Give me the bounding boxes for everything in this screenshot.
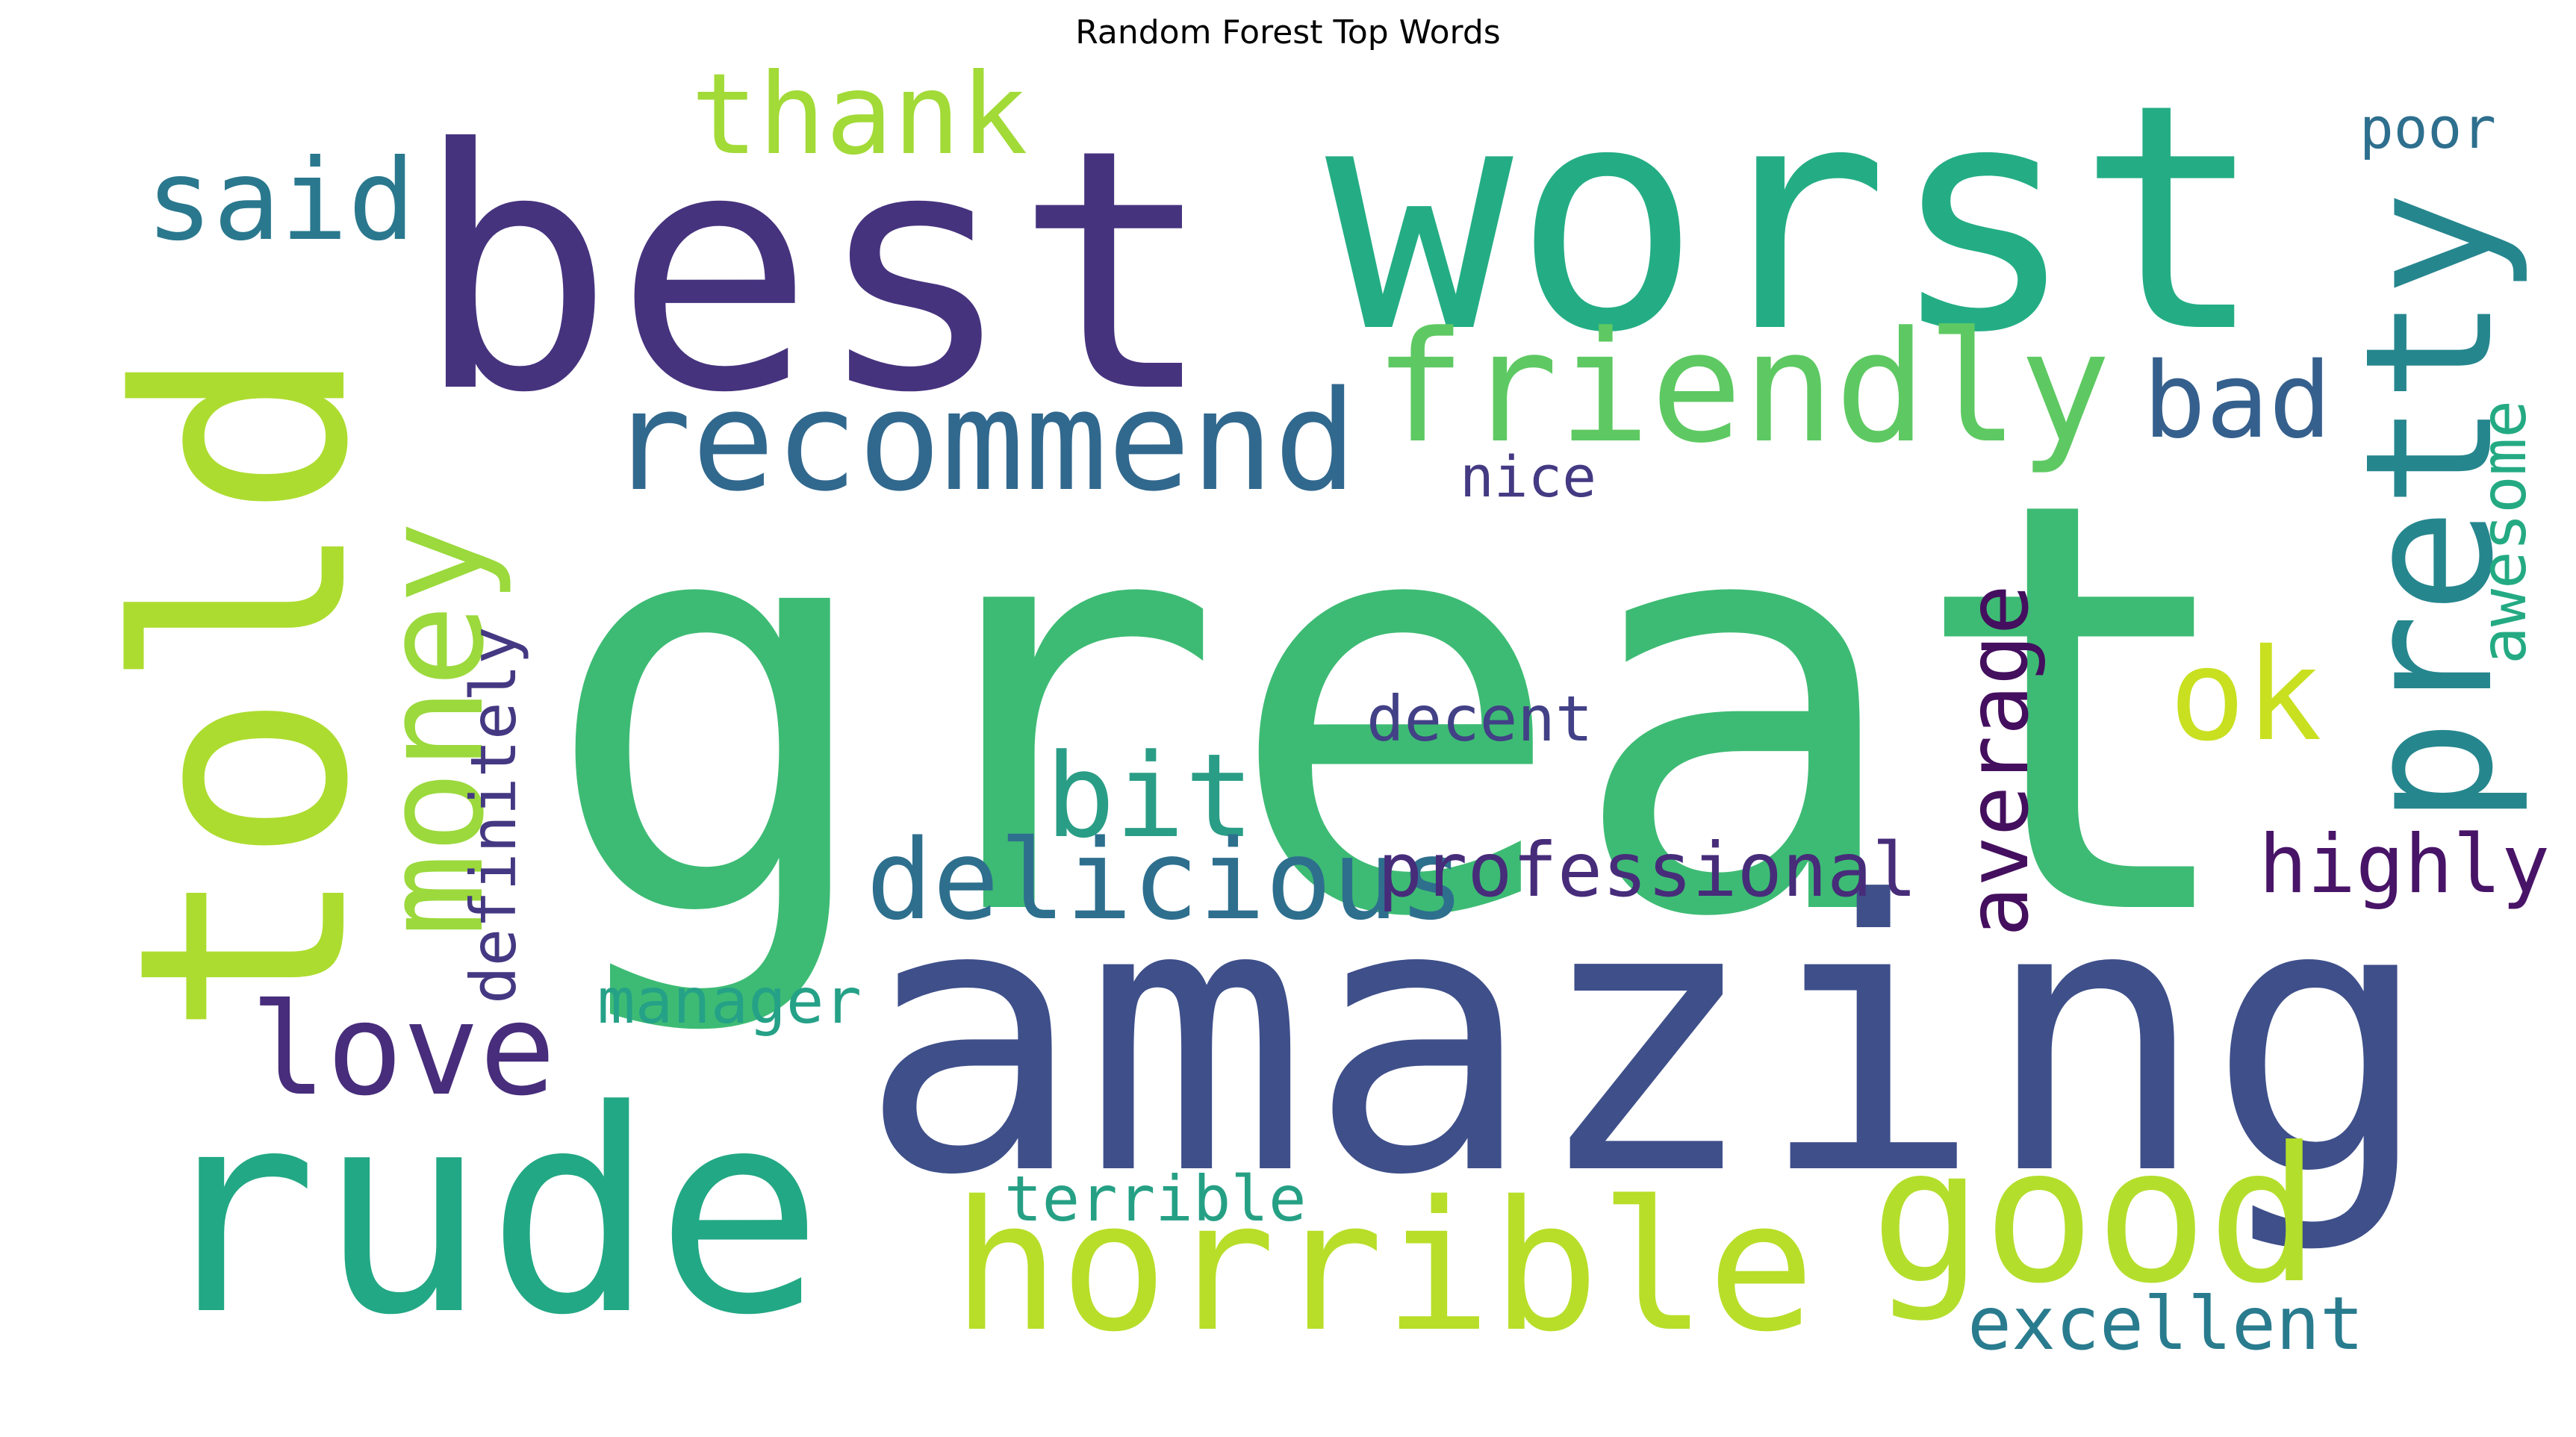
chart-title: Random Forest Top Words xyxy=(1075,13,1501,52)
word-best: best xyxy=(414,78,1215,465)
word-professional: professional xyxy=(1378,826,1917,914)
word-delicious: delicious xyxy=(866,816,1465,944)
word-highly: highly xyxy=(2259,818,2550,911)
word-pretty: pretty xyxy=(2328,191,2532,825)
word-terrible: terrible xyxy=(1004,1162,1307,1235)
word-ok: ok xyxy=(2169,622,2322,770)
word-amazing: amazing xyxy=(859,822,2432,1256)
word-horrible: horrible xyxy=(952,1162,1815,1371)
word-bit: bit xyxy=(1045,729,1254,864)
word-decent: decent xyxy=(1366,682,1593,755)
word-manager: manager xyxy=(597,964,862,1038)
word-friendly: friendly xyxy=(1374,299,2111,477)
word-love: love xyxy=(250,976,556,1124)
word-worst: worst xyxy=(1325,37,2265,401)
word-awesome: awesome xyxy=(2467,400,2540,664)
word-average: average xyxy=(1950,585,2047,937)
word-rude: rude xyxy=(149,1051,824,1377)
word-definitely: definitely xyxy=(457,626,530,1004)
word-good: good xyxy=(1870,1107,2320,1324)
word-excellent: excellent xyxy=(1967,1282,2364,1367)
word-poor: poor xyxy=(2359,95,2496,161)
word-recommend: recommend xyxy=(609,361,1357,522)
word-money: money xyxy=(353,521,514,937)
word-thank: thank xyxy=(691,50,1028,180)
word-bad: bad xyxy=(2143,340,2332,462)
word-told: told xyxy=(77,346,411,1038)
word-great: great xyxy=(541,381,2250,1041)
word-said: said xyxy=(146,136,415,266)
word-nice: nice xyxy=(1460,443,1596,510)
